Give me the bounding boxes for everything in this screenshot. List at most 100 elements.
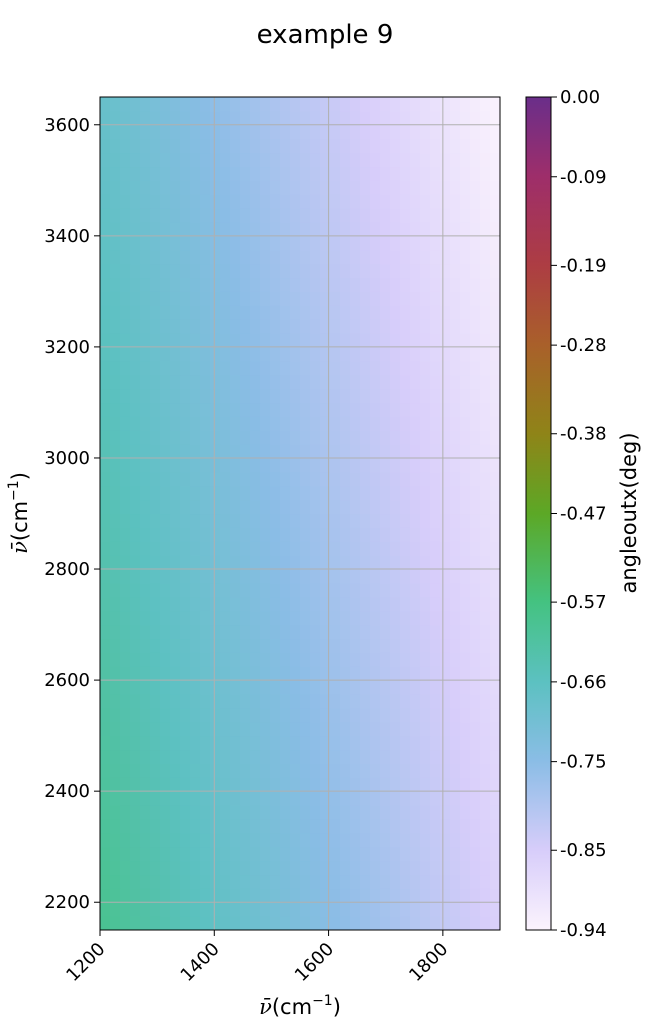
heatmap-cell: [180, 513, 191, 528]
heatmap-cell: [380, 860, 391, 876]
heatmap-cell: [140, 916, 151, 930]
heatmap-cell: [170, 666, 181, 681]
heatmap-cell: [150, 97, 161, 112]
heatmap-cell: [240, 527, 251, 542]
y-tick-label: 3400: [44, 226, 90, 247]
heatmap-cell: [280, 860, 291, 876]
heatmap-cell: [180, 846, 191, 862]
heatmap-cell: [350, 888, 361, 903]
heatmap-cell: [150, 916, 161, 930]
heatmap-cell: [300, 485, 311, 501]
heatmap-cell: [470, 471, 481, 487]
heatmap-cell: [190, 527, 201, 542]
heatmap-cell: [160, 610, 171, 626]
heatmap-cell: [280, 402, 291, 417]
heatmap-cell: [330, 527, 341, 542]
heatmap-cell: [200, 235, 211, 251]
heatmap-cell: [490, 555, 500, 570]
heatmap-cell: [170, 388, 181, 404]
heatmap-cell: [230, 805, 241, 820]
heatmap-cell: [140, 846, 151, 862]
heatmap-cell: [160, 291, 171, 306]
heatmap-cell: [310, 291, 321, 306]
heatmap-cell: [480, 319, 491, 334]
heatmap-cell: [430, 235, 441, 251]
heatmap-cell: [420, 666, 431, 681]
heatmap-cell: [290, 693, 301, 709]
heatmap-cell: [260, 430, 271, 445]
heatmap-cell: [240, 180, 251, 195]
heatmap-cell: [170, 319, 181, 334]
heatmap-cell: [250, 249, 261, 265]
heatmap-cell: [380, 180, 391, 195]
heatmap-cell: [330, 916, 341, 930]
heatmap-cell: [280, 527, 291, 542]
heatmap-cell: [390, 166, 401, 181]
heatmap-cell: [390, 110, 401, 126]
heatmap-cell: [480, 249, 491, 265]
heatmap-cell: [190, 444, 201, 459]
heatmap-cell: [440, 902, 451, 917]
heatmap-cell: [450, 471, 461, 487]
heatmap-cell: [340, 610, 351, 626]
heatmap-cell: [380, 832, 391, 848]
heatmap-cell: [180, 666, 191, 681]
heatmap-cell: [250, 610, 261, 626]
heatmap-cell: [120, 902, 131, 917]
y-tick-label: 2800: [44, 559, 90, 580]
heatmap-cell: [330, 693, 341, 709]
heatmap-cell: [120, 180, 131, 195]
heatmap-cell: [430, 596, 441, 612]
heatmap-cell: [240, 444, 251, 459]
heatmap-cell: [110, 499, 121, 515]
heatmap-cell: [490, 333, 500, 348]
heatmap-cell: [140, 707, 151, 723]
heatmap-cell: [400, 680, 411, 695]
heatmap-cell: [320, 388, 331, 404]
heatmap-cell: [490, 527, 500, 542]
heatmap-cell: [440, 360, 451, 376]
heatmap-cell: [250, 555, 261, 570]
heatmap-cell: [100, 777, 111, 792]
heatmap-cell: [310, 305, 321, 320]
heatmap-cell: [140, 388, 151, 404]
heatmap-cell: [480, 305, 491, 320]
heatmap-cell: [430, 555, 441, 570]
heatmap-cell: [420, 527, 431, 542]
heatmap-cell: [100, 818, 111, 834]
heatmap-cell: [360, 569, 371, 584]
heatmap-cell: [260, 652, 271, 667]
heatmap-cell: [380, 457, 391, 473]
heatmap-cell: [420, 346, 431, 362]
heatmap-cell: [420, 777, 431, 792]
heatmap-cell: [260, 860, 271, 876]
heatmap-cell: [420, 499, 431, 515]
heatmap-cell: [300, 680, 311, 695]
heatmap-cell: [140, 541, 151, 556]
heatmap-cell: [390, 319, 401, 334]
heatmap-cell: [270, 430, 281, 445]
heatmap-cell: [250, 194, 261, 209]
heatmap-cell: [120, 666, 131, 681]
heatmap-cell: [160, 333, 171, 348]
heatmap-cell: [300, 791, 311, 806]
heatmap-cell: [380, 346, 391, 362]
heatmap-cell: [370, 374, 381, 390]
heatmap-cell: [480, 832, 491, 848]
heatmap-cell: [330, 138, 341, 154]
heatmap-cell: [210, 680, 221, 695]
heatmap-cell: [250, 582, 261, 598]
heatmap-cell: [300, 832, 311, 848]
heatmap-cell: [470, 124, 481, 140]
heatmap-cell: [310, 874, 321, 889]
heatmap-cell: [390, 638, 401, 653]
heatmap-cell: [320, 541, 331, 556]
heatmap-cell: [370, 235, 381, 251]
heatmap-cell: [390, 763, 401, 778]
heatmap-cell: [420, 902, 431, 917]
heatmap-cell: [400, 374, 411, 390]
heatmap-cell: [360, 638, 371, 653]
heatmap-cell: [300, 860, 311, 876]
heatmap-cell: [320, 513, 331, 528]
